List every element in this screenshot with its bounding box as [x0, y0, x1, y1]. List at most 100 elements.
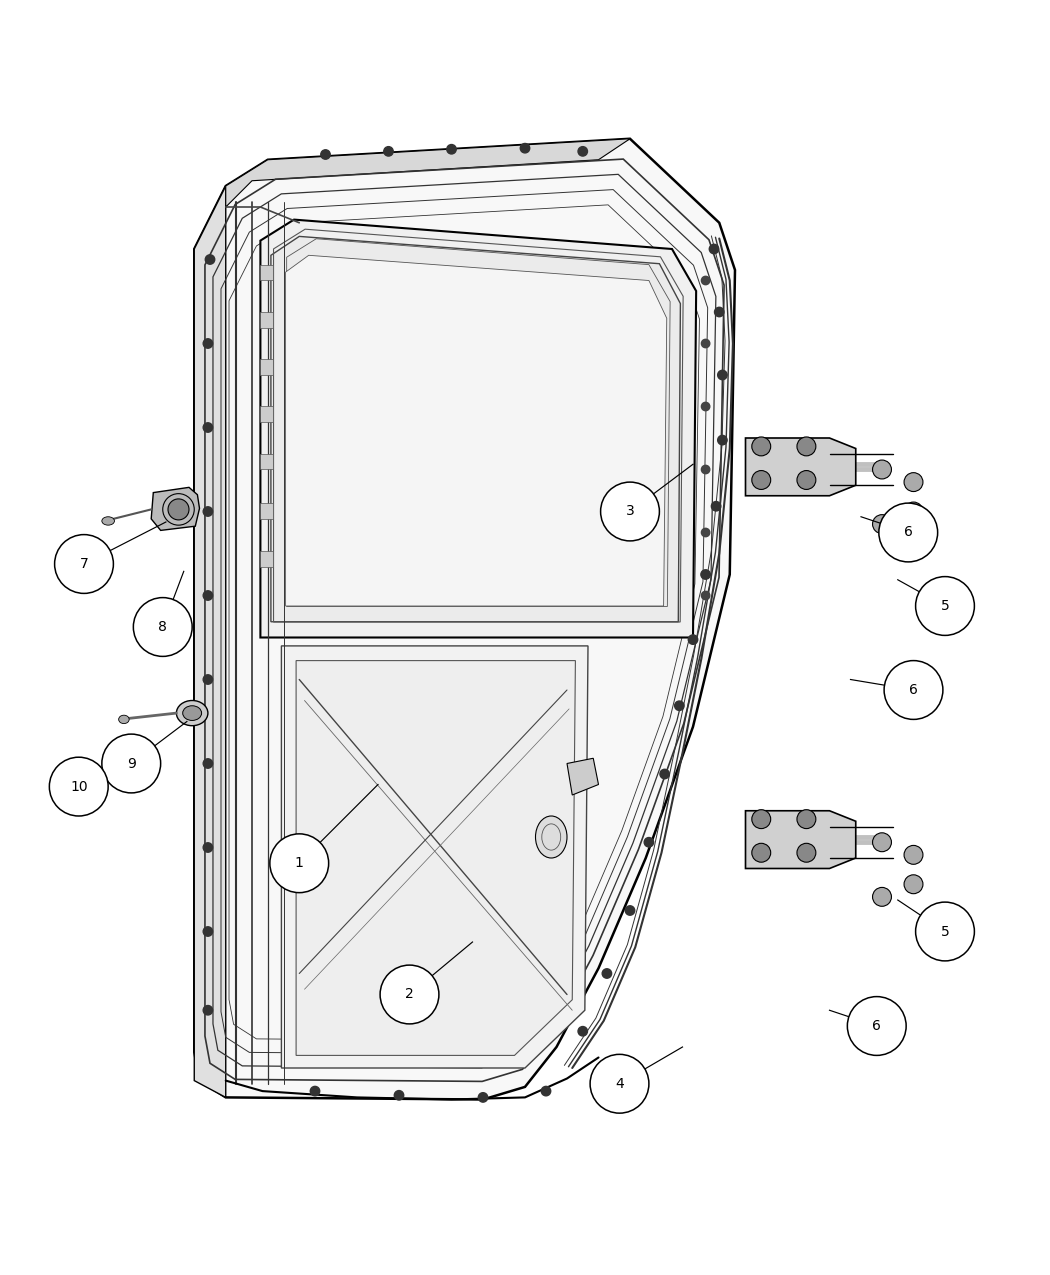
Text: 6: 6 [873, 1019, 881, 1033]
Circle shape [689, 635, 697, 644]
Text: 5: 5 [941, 924, 949, 938]
Circle shape [626, 905, 634, 915]
Circle shape [752, 810, 771, 829]
Polygon shape [281, 646, 588, 1068]
Circle shape [603, 969, 611, 978]
Text: 2: 2 [405, 988, 414, 1001]
Polygon shape [260, 312, 273, 328]
Ellipse shape [176, 700, 208, 725]
Circle shape [718, 435, 727, 445]
Polygon shape [194, 139, 735, 1099]
Circle shape [521, 144, 530, 153]
Polygon shape [296, 660, 575, 1056]
Text: 3: 3 [626, 505, 634, 519]
Text: 10: 10 [70, 779, 87, 793]
Circle shape [701, 403, 710, 411]
Circle shape [542, 1086, 550, 1095]
Circle shape [904, 502, 923, 521]
Circle shape [797, 843, 816, 862]
Polygon shape [746, 439, 856, 496]
Polygon shape [746, 811, 856, 868]
Circle shape [916, 576, 974, 635]
Circle shape [701, 592, 710, 599]
Circle shape [712, 501, 720, 511]
Polygon shape [567, 759, 598, 796]
Circle shape [752, 470, 771, 490]
Circle shape [847, 997, 906, 1056]
Circle shape [904, 845, 923, 864]
Circle shape [714, 307, 724, 316]
Circle shape [701, 570, 710, 579]
Circle shape [204, 506, 212, 516]
Polygon shape [151, 487, 200, 530]
Text: 9: 9 [127, 756, 135, 770]
Circle shape [718, 370, 727, 380]
Circle shape [102, 734, 161, 793]
Circle shape [797, 470, 816, 490]
Circle shape [590, 1054, 649, 1113]
Text: 6: 6 [909, 683, 918, 697]
Circle shape [384, 147, 393, 156]
Circle shape [133, 598, 192, 657]
Circle shape [601, 482, 659, 541]
Circle shape [701, 339, 710, 348]
Circle shape [168, 499, 189, 520]
Text: 6: 6 [904, 525, 912, 539]
Circle shape [204, 759, 212, 769]
Ellipse shape [183, 706, 202, 720]
Circle shape [49, 757, 108, 816]
Circle shape [380, 965, 439, 1024]
Polygon shape [260, 265, 273, 280]
Circle shape [873, 887, 891, 907]
Circle shape [478, 1093, 487, 1102]
Polygon shape [260, 504, 273, 519]
Polygon shape [271, 236, 680, 622]
Polygon shape [260, 454, 273, 469]
Text: 1: 1 [295, 857, 303, 871]
Circle shape [797, 437, 816, 456]
Circle shape [204, 674, 212, 685]
Circle shape [395, 1090, 403, 1100]
Polygon shape [260, 551, 273, 567]
Circle shape [879, 504, 938, 562]
Circle shape [205, 255, 214, 264]
Circle shape [873, 460, 891, 479]
Circle shape [701, 465, 710, 474]
Circle shape [752, 843, 771, 862]
Polygon shape [286, 255, 667, 606]
Circle shape [884, 660, 943, 719]
Circle shape [701, 277, 710, 284]
Polygon shape [226, 139, 630, 207]
Circle shape [578, 1026, 588, 1037]
Circle shape [321, 149, 330, 159]
Circle shape [797, 810, 816, 829]
Circle shape [674, 701, 685, 710]
Circle shape [873, 515, 891, 533]
Ellipse shape [102, 516, 114, 525]
Circle shape [204, 590, 212, 601]
Circle shape [904, 875, 923, 894]
Circle shape [916, 903, 974, 961]
Circle shape [204, 1006, 212, 1015]
Circle shape [204, 423, 212, 432]
Text: 4: 4 [615, 1077, 624, 1090]
Circle shape [578, 147, 588, 156]
Circle shape [659, 769, 670, 779]
Text: 8: 8 [159, 620, 167, 634]
Circle shape [904, 473, 923, 492]
Polygon shape [260, 407, 273, 422]
Polygon shape [260, 360, 273, 375]
Circle shape [701, 528, 710, 537]
Circle shape [270, 834, 329, 892]
Text: 7: 7 [80, 557, 88, 571]
Circle shape [204, 339, 212, 348]
Circle shape [447, 144, 456, 154]
Ellipse shape [119, 715, 129, 724]
Circle shape [311, 1086, 320, 1095]
Circle shape [752, 437, 771, 456]
Ellipse shape [536, 816, 567, 858]
Polygon shape [260, 219, 696, 638]
Text: 5: 5 [941, 599, 949, 613]
Circle shape [644, 838, 653, 847]
Circle shape [873, 833, 891, 852]
